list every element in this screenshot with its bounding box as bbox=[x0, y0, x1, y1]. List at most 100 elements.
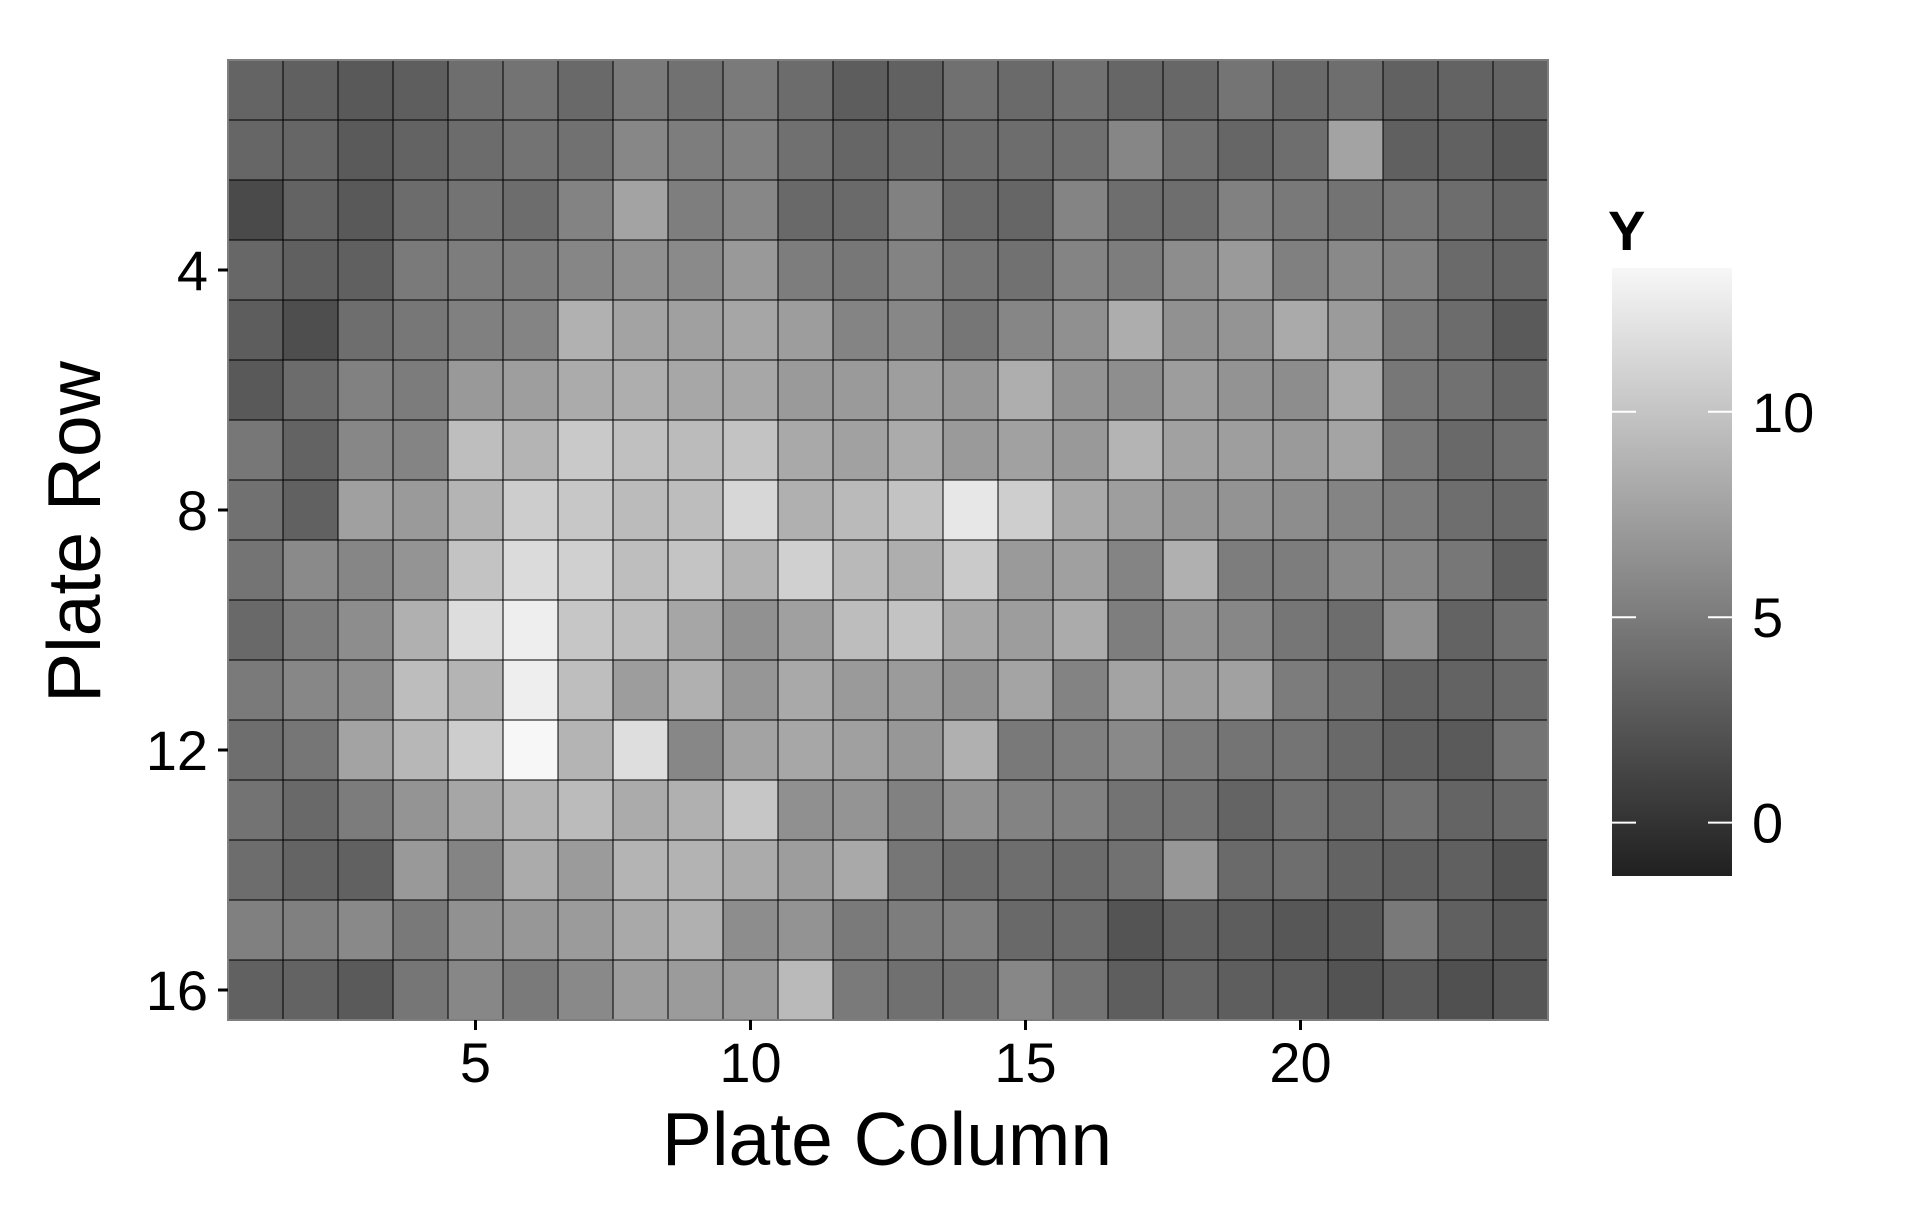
heatmap-cell-r6-c5 bbox=[447, 359, 504, 421]
heatmap-cell-r15-c18 bbox=[1162, 899, 1219, 961]
heatmap-cell-r8-c22 bbox=[1382, 479, 1439, 541]
heatmap-cell-r16-c10 bbox=[722, 959, 779, 1021]
heatmap-cell-r6-c13 bbox=[887, 359, 944, 421]
heatmap-cell-r3-c7 bbox=[557, 179, 614, 241]
color-legend: Y 0 5 10 bbox=[1608, 199, 1814, 876]
heatmap-cell-r7-c3 bbox=[337, 419, 394, 481]
heatmap-cell-r1-c2 bbox=[282, 59, 339, 121]
heatmap-cell-r15-c7 bbox=[557, 899, 614, 961]
heatmap-cell-r2-c17 bbox=[1107, 119, 1164, 181]
heatmap-cell-r13-c22 bbox=[1382, 779, 1439, 841]
heatmap-cell-r11-c20 bbox=[1272, 659, 1329, 721]
heatmap-cell-r11-c6 bbox=[502, 659, 559, 721]
heatmap-cell-r4-c15 bbox=[997, 239, 1054, 301]
heatmap-cell-r14-c4 bbox=[392, 839, 449, 901]
heatmap-cell-r13-c15 bbox=[997, 779, 1054, 841]
y-tick-label-12: 12 bbox=[146, 719, 208, 782]
heatmap-cell-r8-c12 bbox=[832, 479, 889, 541]
heatmap-cell-r7-c5 bbox=[447, 419, 504, 481]
heatmap-cell-r14-c12 bbox=[832, 839, 889, 901]
heatmap-cell-r9-c3 bbox=[337, 539, 394, 601]
heatmap-cell-r10-c11 bbox=[777, 599, 834, 661]
heatmap-cell-r12-c9 bbox=[667, 719, 724, 781]
heatmap-cell-r4-c8 bbox=[612, 239, 669, 301]
heatmap-cell-r2-c23 bbox=[1437, 119, 1494, 181]
heatmap-cell-r2-c9 bbox=[667, 119, 724, 181]
heatmap-cell-r10-c4 bbox=[392, 599, 449, 661]
heatmap-cell-r7-c9 bbox=[667, 419, 724, 481]
plot-panel-border bbox=[227, 59, 1549, 1021]
heatmap-cell-r9-c1 bbox=[227, 539, 284, 601]
y-tick-label-4: 4 bbox=[177, 239, 208, 302]
heatmap-cell-r6-c7 bbox=[557, 359, 614, 421]
heatmap-cell-r1-c9 bbox=[667, 59, 724, 121]
heatmap-cell-r8-c11 bbox=[777, 479, 834, 541]
heatmap-cell-r16-c20 bbox=[1272, 959, 1329, 1021]
heatmap-cell-r11-c7 bbox=[557, 659, 614, 721]
heatmap-cell-r10-c16 bbox=[1052, 599, 1109, 661]
heatmap-cell-r13-c11 bbox=[777, 779, 834, 841]
heatmap-cell-r1-c7 bbox=[557, 59, 614, 121]
heatmap-cell-r13-c17 bbox=[1107, 779, 1164, 841]
heatmap-cell-r14-c5 bbox=[447, 839, 504, 901]
heatmap-cell-r13-c18 bbox=[1162, 779, 1219, 841]
heatmap-cell-r6-c15 bbox=[997, 359, 1054, 421]
heatmap-cell-r6-c16 bbox=[1052, 359, 1109, 421]
heatmap-cell-r15-c13 bbox=[887, 899, 944, 961]
heatmap-cell-r6-c11 bbox=[777, 359, 834, 421]
heatmap-cell-r5-c17 bbox=[1107, 299, 1164, 361]
heatmap-cell-r1-c10 bbox=[722, 59, 779, 121]
heatmap-cell-r10-c9 bbox=[667, 599, 724, 661]
heatmap-cell-r12-c8 bbox=[612, 719, 669, 781]
heatmap-cell-r15-c21 bbox=[1327, 899, 1384, 961]
heatmap-cell-r6-c2 bbox=[282, 359, 339, 421]
heatmap-cell-r6-c14 bbox=[942, 359, 999, 421]
heatmap-cell-r12-c10 bbox=[722, 719, 779, 781]
heatmap-cell-r8-c23 bbox=[1437, 479, 1494, 541]
heatmap-cell-r1-c16 bbox=[1052, 59, 1109, 121]
heatmap-cell-r8-c24 bbox=[1492, 479, 1549, 541]
heatmap-cell-r3-c22 bbox=[1382, 179, 1439, 241]
heatmap-cell-r6-c17 bbox=[1107, 359, 1164, 421]
heatmap-cell-r13-c7 bbox=[557, 779, 614, 841]
heatmap-cell-r5-c1 bbox=[227, 299, 284, 361]
legend-tick-label-0: 0 bbox=[1752, 792, 1783, 855]
heatmap-cell-r7-c1 bbox=[227, 419, 284, 481]
legend-tick-label-5: 5 bbox=[1752, 586, 1783, 649]
heatmap-cell-r9-c4 bbox=[392, 539, 449, 601]
heatmap-cell-r4-c23 bbox=[1437, 239, 1494, 301]
heatmap-cell-r4-c12 bbox=[832, 239, 889, 301]
heatmap-cell-r12-c17 bbox=[1107, 719, 1164, 781]
heatmap-cell-r1-c18 bbox=[1162, 59, 1219, 121]
heatmap-cell-r16-c1 bbox=[227, 959, 284, 1021]
heatmap-cell-r9-c17 bbox=[1107, 539, 1164, 601]
heatmap-cell-r15-c14 bbox=[942, 899, 999, 961]
heatmap-cell-r15-c11 bbox=[777, 899, 834, 961]
heatmap-cell-r4-c2 bbox=[282, 239, 339, 301]
heatmap-cell-r9-c15 bbox=[997, 539, 1054, 601]
heatmap-cell-r10-c8 bbox=[612, 599, 669, 661]
heatmap-cell-r14-c6 bbox=[502, 839, 559, 901]
heatmap-cell-r7-c14 bbox=[942, 419, 999, 481]
heatmap-cell-r9-c21 bbox=[1327, 539, 1384, 601]
heatmap-cell-r12-c11 bbox=[777, 719, 834, 781]
heatmap-cell-r12-c4 bbox=[392, 719, 449, 781]
heatmap-cell-r11-c11 bbox=[777, 659, 834, 721]
heatmap-cell-r3-c20 bbox=[1272, 179, 1329, 241]
heatmap-cell-r14-c10 bbox=[722, 839, 779, 901]
heatmap-cell-r11-c10 bbox=[722, 659, 779, 721]
heatmap-cell-r12-c23 bbox=[1437, 719, 1494, 781]
heatmap-cell-r6-c3 bbox=[337, 359, 394, 421]
heatmap-cell-r4-c16 bbox=[1052, 239, 1109, 301]
heatmap-cell-r1-c12 bbox=[832, 59, 889, 121]
y-axis-label: Plate Row bbox=[32, 360, 116, 703]
heatmap-cell-r4-c9 bbox=[667, 239, 724, 301]
heatmap-cell-r14-c8 bbox=[612, 839, 669, 901]
heatmap-cell-r16-c17 bbox=[1107, 959, 1164, 1021]
heatmap-cell-r2-c21 bbox=[1327, 119, 1384, 181]
heatmap-cell-r16-c16 bbox=[1052, 959, 1109, 1021]
heatmap-cell-r16-c19 bbox=[1217, 959, 1274, 1021]
heatmap-cell-r7-c12 bbox=[832, 419, 889, 481]
heatmap-cell-r1-c3 bbox=[337, 59, 394, 121]
heatmap-cell-r7-c11 bbox=[777, 419, 834, 481]
